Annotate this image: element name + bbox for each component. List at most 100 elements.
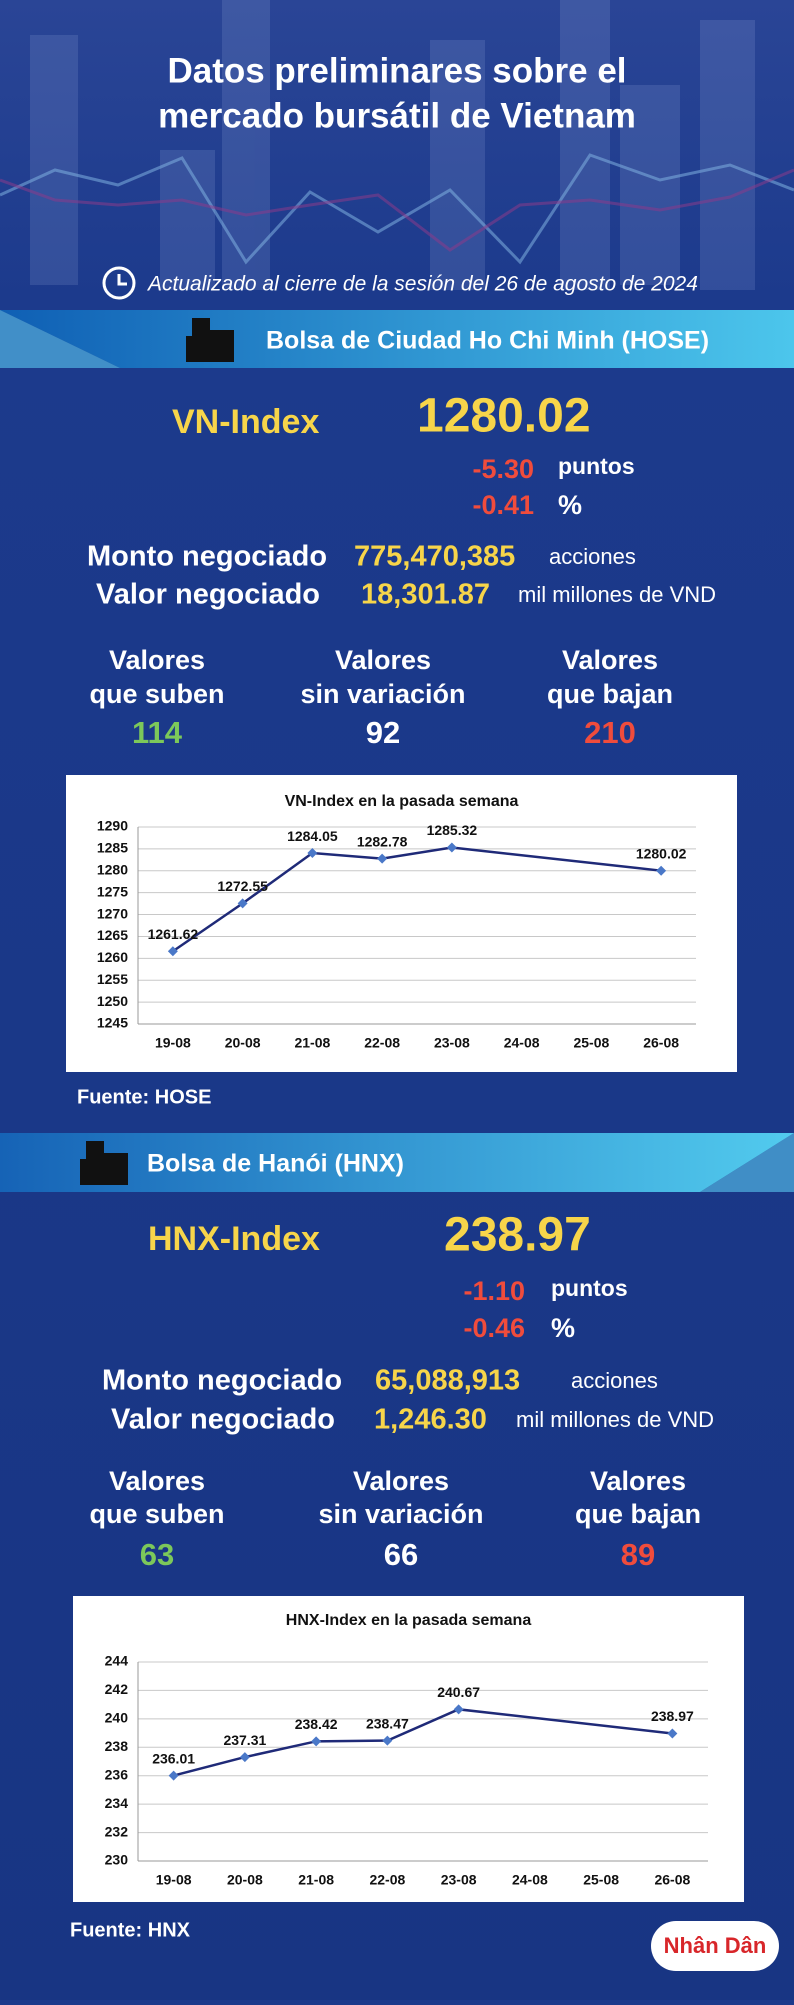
x-tick-label: 20-08	[227, 1872, 263, 1888]
line	[173, 1708, 673, 1777]
value-unit: mil millones de VND	[518, 582, 716, 607]
x-tick-label: 20-08	[225, 1035, 261, 1051]
marker	[446, 842, 457, 853]
section-title: Bolsa de Ciudad Ho Chi Minh (HOSE)	[266, 327, 709, 355]
chart-title: HNX-Index en la pasada semana	[286, 1612, 532, 1629]
x-tick-label: 24-08	[512, 1872, 548, 1888]
chart-title: VN-Index en la pasada semana	[285, 793, 519, 810]
logo-badge	[651, 1921, 779, 1971]
advancers-label: Valores	[109, 645, 205, 675]
decliners: 210	[584, 715, 636, 750]
title: Datos preliminares sobre el	[167, 51, 626, 90]
y-tick-label: 1250	[97, 993, 128, 1009]
marker	[307, 848, 318, 859]
decliners-label: que bajan	[575, 1499, 701, 1529]
marker	[377, 853, 388, 864]
data-label: 238.42	[295, 1716, 338, 1732]
y-tick-label: 1260	[97, 949, 128, 965]
unchanged-label: Valores	[353, 1466, 449, 1496]
data-label: 238.47	[366, 1715, 409, 1731]
x-tick-label: 19-08	[155, 1035, 191, 1051]
volume: 775,470,385	[354, 541, 515, 573]
section-banner	[0, 310, 120, 368]
x-tick-label: 21-08	[298, 1872, 334, 1888]
decliners: 89	[621, 1537, 655, 1572]
y-tick-label: 232	[105, 1823, 129, 1839]
volume-unit: acciones	[571, 1368, 658, 1393]
title: mercado bursátil de Vietnam	[158, 96, 636, 135]
header-decoration	[0, 153, 794, 265]
y-tick-label: 244	[105, 1653, 129, 1669]
value: 18,301.87	[361, 579, 490, 611]
y-tick-label: 238	[105, 1738, 129, 1754]
x-tick-label: 21-08	[294, 1035, 330, 1051]
x-tick-label: 26-08	[654, 1872, 690, 1888]
decliners-label: que bajan	[547, 679, 673, 709]
unchanged-label: sin variación	[300, 679, 465, 709]
value: 1,246.30	[374, 1404, 487, 1436]
chart-box	[66, 775, 737, 1072]
data-label: 1280.02	[636, 845, 687, 861]
x-tick-label: 23-08	[434, 1035, 470, 1051]
advancers: 114	[132, 715, 183, 750]
line	[172, 846, 662, 953]
points-unit: puntos	[551, 1275, 628, 1301]
chart-box	[73, 1596, 744, 1902]
marker	[667, 1728, 678, 1739]
volume-unit: acciones	[549, 544, 636, 569]
updated: Actualizado al cierre de la sesión del 2…	[146, 273, 698, 296]
x-tick-label: 23-08	[441, 1872, 477, 1888]
volume-label: Monto negociado	[87, 541, 327, 573]
data-label: 1284.05	[287, 828, 338, 844]
change-points: -1.10	[463, 1276, 525, 1306]
y-tick-label: 1290	[97, 818, 128, 834]
x-tick-label: 25-08	[573, 1035, 609, 1051]
data-label: 1285.32	[427, 822, 478, 838]
x-tick-label: 19-08	[156, 1872, 192, 1888]
clock-icon	[102, 266, 136, 300]
unchanged: 66	[384, 1537, 418, 1572]
value-label: Valor negociado	[96, 579, 320, 611]
advancers-label: Valores	[109, 1466, 205, 1496]
y-tick-label: 242	[105, 1681, 129, 1697]
y-tick-label: 236	[105, 1766, 129, 1782]
volume: 65,088,913	[375, 1365, 520, 1397]
y-tick-label: 1270	[97, 905, 128, 921]
value-label: Valor negociado	[111, 1404, 335, 1436]
points-unit: puntos	[558, 453, 635, 479]
clock-icon	[117, 274, 127, 286]
header-decoration	[30, 0, 755, 290]
x-tick-label: 22-08	[369, 1872, 405, 1888]
index-name: VN-Index	[172, 403, 319, 441]
percent-unit: %	[558, 490, 582, 520]
marker	[382, 1735, 393, 1746]
section-title: Bolsa de Hanói (HNX)	[147, 1150, 404, 1178]
logo: Nhân Dân	[664, 1933, 767, 1958]
section-banner	[700, 1133, 794, 1192]
advancers: 63	[140, 1537, 174, 1572]
index-name: HNX-Index	[148, 1220, 320, 1258]
y-tick-label: 234	[105, 1795, 129, 1811]
decliners-label: Valores	[562, 645, 658, 675]
source: Fuente: HNX	[70, 1919, 191, 1941]
advancers-label: que suben	[89, 1499, 224, 1529]
y-tick-label: 1255	[97, 971, 128, 987]
change-percent: -0.41	[472, 490, 534, 520]
y-tick-label: 1280	[97, 861, 128, 877]
data-label: 1282.78	[357, 833, 408, 849]
data-label: 237.31	[223, 1732, 266, 1748]
header-decoration	[0, 168, 794, 252]
value-unit: mil millones de VND	[516, 1407, 714, 1432]
percent-unit: %	[551, 1313, 575, 1343]
x-tick-label: 24-08	[504, 1035, 540, 1051]
y-tick-label: 240	[105, 1710, 129, 1726]
marker	[656, 865, 667, 876]
building-icon	[80, 1141, 128, 1185]
unchanged: 92	[366, 715, 400, 750]
volume-label: Monto negociado	[102, 1365, 342, 1397]
building-icon	[186, 318, 234, 362]
index-value: 238.97	[444, 1209, 591, 1262]
marker	[239, 1752, 250, 1763]
data-label: 238.97	[651, 1708, 694, 1724]
